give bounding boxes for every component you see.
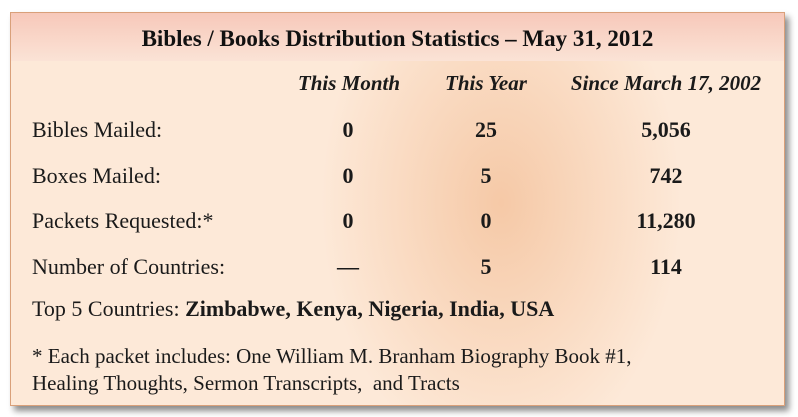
cell-boxes-since: 742 — [649, 163, 683, 188]
footnote-line-2: Healing Thoughts, Sermon Transcripts, an… — [32, 371, 460, 395]
row-label-bibles-mailed: Bibles Mailed: — [32, 117, 163, 142]
footnote-line-1: * Each packet includes: One William M. B… — [32, 344, 632, 368]
row-label-boxes-mailed: Boxes Mailed: — [32, 163, 161, 188]
row-label-number-of-countries: Number of Countries: — [32, 254, 226, 279]
cell-packets-this-year: 0 — [480, 208, 492, 233]
statistics-card: Bibles / Books Distribution Statistics –… — [10, 12, 785, 406]
top-countries-value: Zimbabwe, Kenya, Nigeria, India, USA — [185, 296, 555, 321]
page-title: Bibles / Books Distribution Statistics –… — [141, 26, 654, 51]
top-countries-label: Top 5 Countries: — [32, 296, 186, 321]
cell-countries-since: 114 — [650, 254, 682, 279]
cell-bibles-since: 5,056 — [641, 117, 691, 142]
cell-countries-this-year: 5 — [480, 254, 492, 279]
column-header-this-month: This Month — [297, 71, 401, 95]
cell-packets-since: 11,280 — [636, 208, 696, 233]
cell-boxes-this-year: 5 — [480, 163, 492, 188]
top-countries: Top 5 Countries: Zimbabwe, Kenya, Nigeri… — [32, 296, 554, 322]
cell-bibles-this-month: 0 — [342, 117, 354, 142]
cell-bibles-this-year: 25 — [475, 117, 497, 142]
column-header-this-year: This Year — [445, 71, 527, 95]
cell-boxes-this-month: 0 — [342, 163, 354, 188]
cell-countries-this-month: — — [337, 254, 359, 279]
column-header-since: Since March 17, 2002 — [570, 71, 762, 95]
footnote: * Each packet includes: One William M. B… — [32, 343, 772, 397]
cell-packets-this-month: 0 — [342, 208, 354, 233]
row-label-packets-requested: Packets Requested:* — [32, 208, 214, 233]
title-bar: Bibles / Books Distribution Statistics –… — [11, 13, 784, 61]
